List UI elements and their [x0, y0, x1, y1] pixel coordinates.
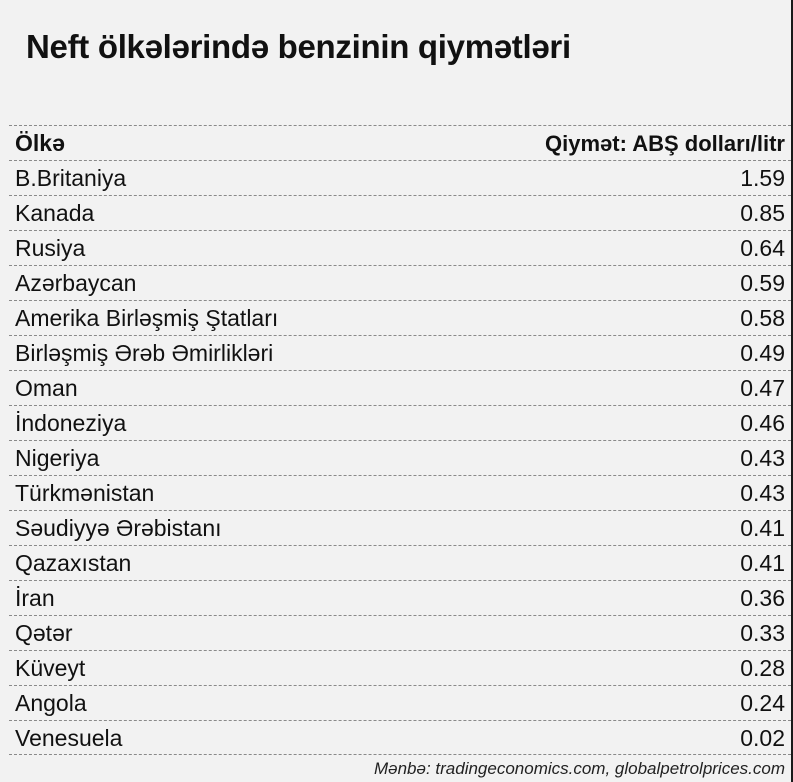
table-row: İran 0.36	[9, 580, 791, 615]
price-cell: 0.33	[740, 620, 785, 646]
country-cell: Qazaxıstan	[15, 550, 132, 576]
country-cell: Birləşmiş Ərəb Əmirlikləri	[15, 340, 274, 366]
price-cell: 0.47	[740, 375, 785, 401]
country-cell: Amerika Birləşmiş Ştatları	[15, 305, 279, 331]
price-cell: 0.36	[740, 585, 785, 611]
price-cell: 0.85	[740, 200, 785, 226]
table-row: B.Britaniya 1.59	[9, 160, 791, 195]
price-cell: 0.43	[740, 480, 785, 506]
country-cell: İran	[15, 585, 55, 611]
country-cell: Kanada	[15, 200, 95, 226]
country-cell: Türkmənistan	[15, 480, 155, 506]
table-row: Angola 0.24	[9, 685, 791, 720]
country-cell: B.Britaniya	[15, 165, 127, 191]
table-row: Qətər 0.33	[9, 615, 791, 650]
table-row: Azərbaycan 0.59	[9, 265, 791, 300]
price-cell: 0.59	[740, 270, 785, 296]
country-cell: Oman	[15, 375, 78, 401]
table-header-row: Ölkə Qiymət: ABŞ dolları/litr	[9, 125, 791, 160]
country-cell: Angola	[15, 690, 87, 716]
table-row: Nigeriya 0.43	[9, 440, 791, 475]
price-cell: 0.58	[740, 305, 785, 331]
table-row: İndoneziya 0.46	[9, 405, 791, 440]
page-title: Neft ölkələrində benzinin qiymətləri	[26, 28, 571, 65]
price-cell: 0.46	[740, 410, 785, 436]
price-cell: 0.49	[740, 340, 785, 366]
price-cell: 0.02	[740, 725, 785, 751]
country-cell: Qətər	[15, 620, 73, 646]
price-cell: 0.24	[740, 690, 785, 716]
country-cell: Rusiya	[15, 235, 86, 261]
country-cell: Nigeriya	[15, 445, 100, 471]
source-note: Mənbə: tradingeconomics.com, globalpetro…	[373, 759, 785, 778]
country-cell: Səudiyyə Ərəbistanı	[15, 515, 222, 541]
table-row: Amerika Birləşmiş Ştatları 0.58	[9, 300, 791, 335]
column-header-country: Ölkə	[15, 130, 65, 156]
table-row: Səudiyyə Ərəbistanı 0.41	[9, 510, 791, 545]
table-row: Kanada 0.85	[9, 195, 791, 230]
table-row: Rusiya 0.64	[9, 230, 791, 265]
price-cell: 0.64	[740, 235, 785, 261]
table-row: Venesuela 0.02	[9, 720, 791, 755]
price-cell: 0.41	[740, 550, 785, 576]
column-header-price: Qiymət: ABŞ dolları/litr	[544, 131, 785, 156]
price-cell: 0.41	[740, 515, 785, 541]
right-border-line	[791, 0, 793, 782]
country-cell: Küveyt	[15, 655, 86, 681]
country-cell: Azərbaycan	[15, 270, 137, 296]
table-row: Küveyt 0.28	[9, 650, 791, 685]
price-cell: 0.43	[740, 445, 785, 471]
price-table: Ölkə Qiymət: ABŞ dolları/litr B.Britaniy…	[9, 125, 791, 755]
country-cell: Venesuela	[15, 725, 123, 751]
table-row: Qazaxıstan 0.41	[9, 545, 791, 580]
table-row: Birləşmiş Ərəb Əmirlikləri 0.49	[9, 335, 791, 370]
price-cell: 0.28	[740, 655, 785, 681]
price-cell: 1.59	[740, 165, 785, 191]
table-body: B.Britaniya 1.59 Kanada 0.85 Rusiya 0.64 Azərb…	[9, 160, 791, 755]
table-row: Türkmənistan 0.43	[9, 475, 791, 510]
table-row: Oman 0.47	[9, 370, 791, 405]
country-cell: İndoneziya	[15, 410, 127, 436]
